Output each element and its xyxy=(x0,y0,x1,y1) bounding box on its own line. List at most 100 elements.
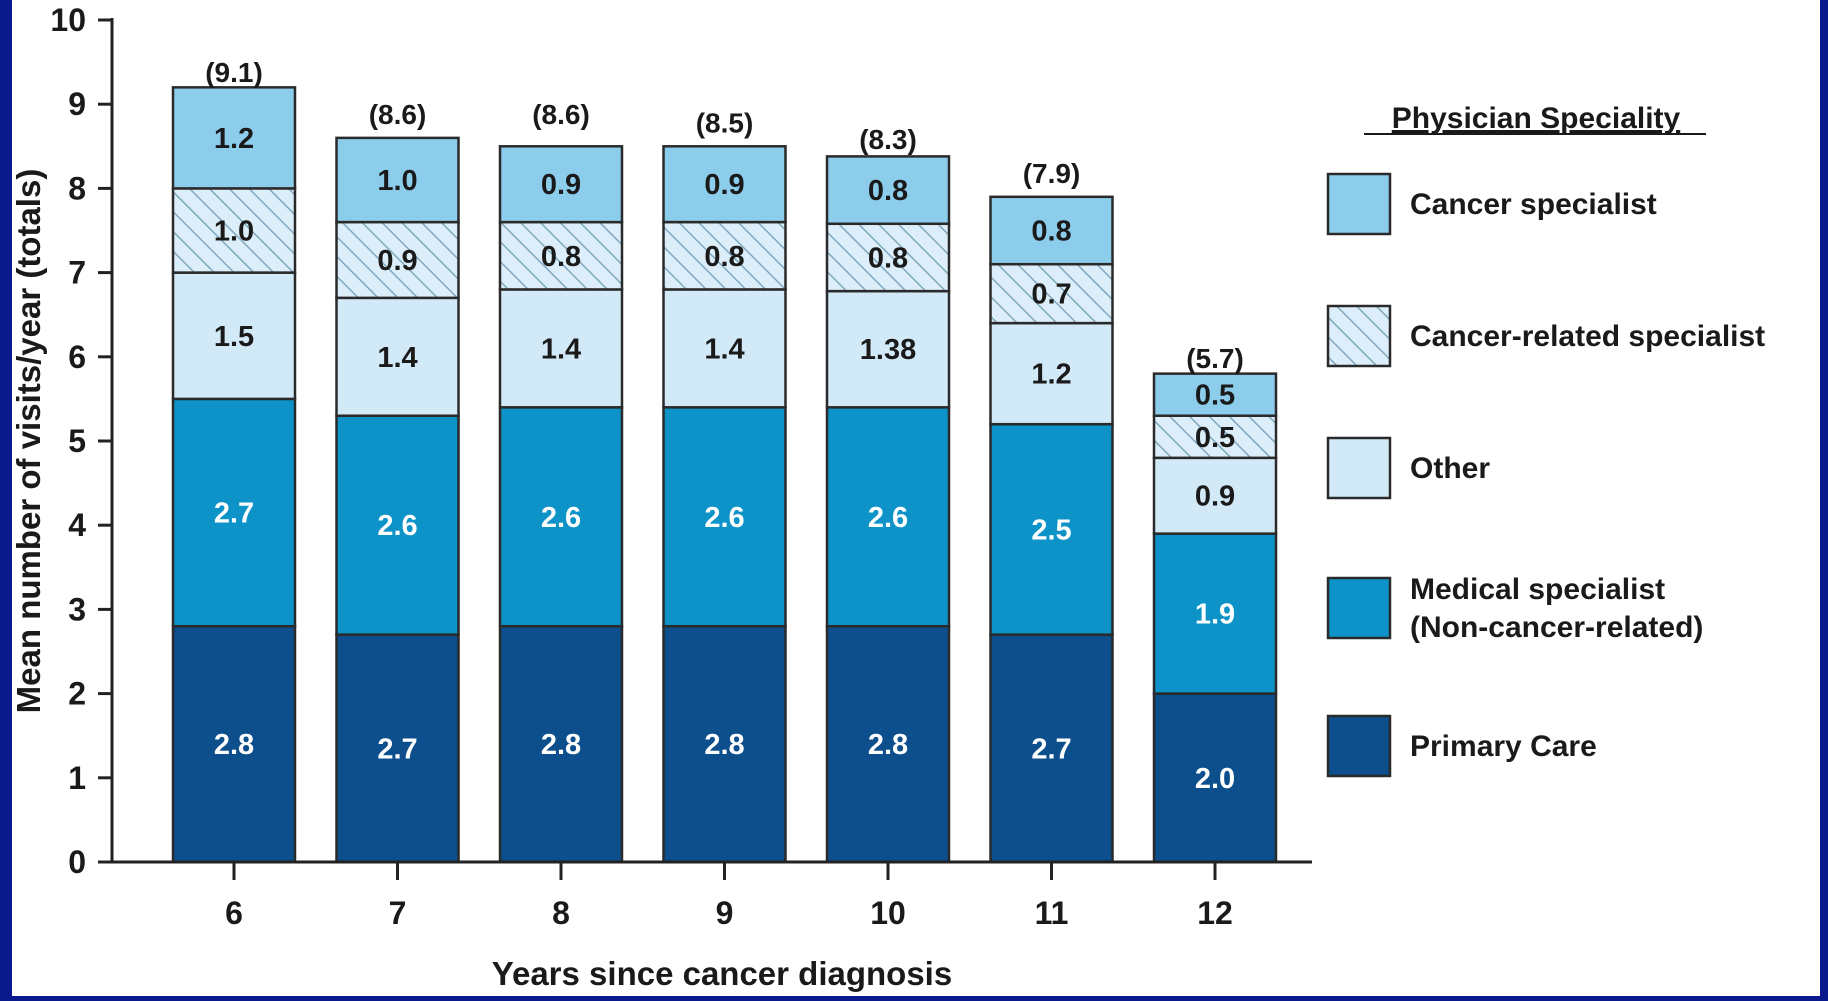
y-tick-label: 0 xyxy=(68,844,86,880)
data-label: 1.5 xyxy=(214,321,254,353)
bar-stack: 2.0 1.9 0.9 0.5 0.5 (5.7) xyxy=(1152,343,1278,864)
bar-segment xyxy=(662,288,787,409)
data-label: 2.6 xyxy=(541,502,581,534)
y-tick-label: 3 xyxy=(68,591,86,627)
data-label: 0.9 xyxy=(377,245,417,277)
legend-title: Physician Speciality xyxy=(1392,102,1681,135)
bar-segment xyxy=(1152,456,1278,535)
bar-segment xyxy=(335,136,460,224)
data-label: 1.4 xyxy=(377,342,417,374)
y-tick-label: 6 xyxy=(68,339,86,375)
data-label: 2.5 xyxy=(1031,514,1071,546)
y-tick-label: 7 xyxy=(68,255,86,291)
bar-segment xyxy=(171,86,297,190)
y-tick-label: 4 xyxy=(68,507,86,543)
data-label: 1.2 xyxy=(1031,359,1071,391)
bar-segment xyxy=(498,406,624,628)
legend-item: Primary Care xyxy=(1326,714,1597,778)
bar-stack: 2.7 2.5 1.2 0.7 0.8 (7.9) xyxy=(989,158,1114,864)
bar-stack: 2.8 2.6 1.38 0.8 0.8 (8.3) xyxy=(825,124,951,864)
bar-segment xyxy=(662,145,787,224)
x-tick-label: 12 xyxy=(1197,895,1233,931)
legend-label: Other xyxy=(1410,452,1490,485)
legend-label: (Non-cancer-related) xyxy=(1410,611,1703,644)
data-label: 2.6 xyxy=(868,502,908,534)
data-label: 1.0 xyxy=(214,216,254,248)
legend-label: Cancer specialist xyxy=(1410,188,1657,221)
bar-segment xyxy=(1152,692,1278,864)
data-label: 0.8 xyxy=(868,242,908,274)
data-label: 0.8 xyxy=(1031,216,1071,248)
data-label: 0.5 xyxy=(1195,380,1235,412)
total-label: (8.5) xyxy=(696,107,754,138)
data-label: 0.8 xyxy=(868,175,908,207)
data-label: 2.7 xyxy=(214,498,254,530)
legend-swatch xyxy=(1326,714,1392,778)
legend-swatch xyxy=(1326,304,1392,368)
data-label: 2.8 xyxy=(214,729,254,761)
legend-swatch xyxy=(1326,172,1392,236)
x-axis-title: Years since cancer diagnosis xyxy=(492,955,952,992)
data-label: 2.8 xyxy=(868,729,908,761)
bar-segment xyxy=(1152,372,1278,417)
bar-segment xyxy=(1152,532,1278,695)
data-label: 1.38 xyxy=(860,334,916,366)
x-tick-label: 6 xyxy=(225,895,243,931)
data-label: 2.6 xyxy=(377,510,417,542)
bar-segment xyxy=(662,220,787,291)
y-tick-label: 5 xyxy=(68,423,86,459)
data-label: 2.8 xyxy=(541,729,581,761)
bar-segment xyxy=(825,155,951,226)
bar-segment xyxy=(989,633,1114,864)
legend-swatch xyxy=(1326,576,1392,640)
bar-segment xyxy=(335,220,460,300)
bar-stack: 2.8 2.6 1.4 0.8 0.9 (8.6) xyxy=(498,99,624,864)
bar-segment xyxy=(662,406,787,628)
legend-item: Medical specialist (Non-cancer-related) xyxy=(1326,573,1703,644)
data-label: 0.9 xyxy=(1195,481,1235,513)
bar-stack: 2.7 2.6 1.4 0.9 1.0 (8.6) xyxy=(335,99,460,864)
data-label: 0.8 xyxy=(704,241,744,273)
data-label: 0.5 xyxy=(1195,422,1235,454)
bar-segment xyxy=(662,624,787,864)
total-label: (9.1) xyxy=(205,57,263,88)
data-label: 2.7 xyxy=(1031,733,1071,765)
y-tick-label: 8 xyxy=(68,170,86,206)
legend-swatch xyxy=(1326,436,1392,500)
data-label: 0.7 xyxy=(1031,279,1071,311)
bar-stack: 2.8 2.7 1.5 1.0 1.2 (9.1) xyxy=(171,57,297,864)
bar-segment xyxy=(989,195,1114,266)
data-label: 0.8 xyxy=(541,241,581,273)
y-tick-label: 1 xyxy=(68,760,86,796)
x-tick-label: 8 xyxy=(552,895,570,931)
bar-segment xyxy=(335,296,460,417)
bar-segment xyxy=(825,222,951,293)
bar-segment xyxy=(171,187,297,274)
data-label: 0.9 xyxy=(704,169,744,201)
data-label: 1.9 xyxy=(1195,599,1235,631)
legend-label: Cancer-related specialist xyxy=(1410,320,1765,353)
total-label: (7.9) xyxy=(1023,158,1081,189)
x-tick-label: 11 xyxy=(1035,895,1069,931)
legend-label: Medical specialist xyxy=(1410,573,1665,606)
bar-segment xyxy=(171,271,297,401)
x-tick-label: 9 xyxy=(716,895,734,931)
bar-segment xyxy=(498,288,624,409)
data-label: 0.9 xyxy=(541,169,581,201)
x-tick-label: 10 xyxy=(870,895,906,931)
data-label: 2.8 xyxy=(704,729,744,761)
legend-item: Cancer-related specialist xyxy=(1326,304,1765,368)
y-tick-label: 10 xyxy=(50,2,86,38)
legend-item: Other xyxy=(1326,436,1490,500)
bar-stack: 2.8 2.6 1.4 0.8 0.9 (8.5) xyxy=(662,107,787,864)
total-label: (8.3) xyxy=(859,124,917,155)
total-label: (8.6) xyxy=(532,99,590,130)
bar-segment xyxy=(989,321,1114,426)
x-tick-label: 7 xyxy=(389,895,407,931)
data-label: 1.0 xyxy=(377,165,417,197)
y-axis-title: Mean number of visits/year (totals) xyxy=(10,169,47,714)
data-label: 1.4 xyxy=(541,333,581,365)
bar-segment xyxy=(825,406,951,628)
